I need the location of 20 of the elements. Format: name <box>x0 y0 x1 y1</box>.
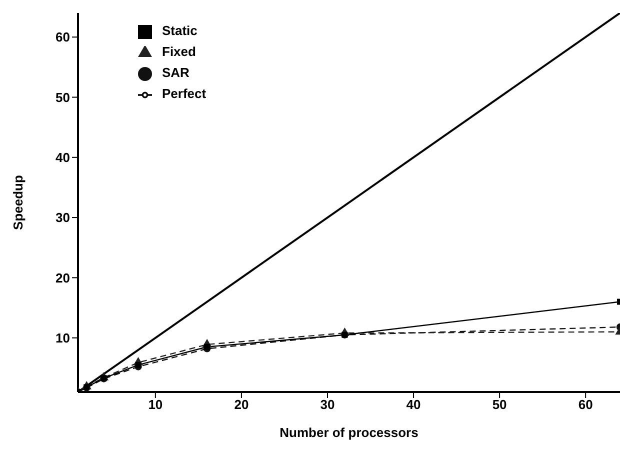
y-tick-label: 50 <box>56 90 70 105</box>
legend-label: SAR <box>162 65 190 80</box>
legend-label: Fixed <box>162 44 196 59</box>
y-tick-label: 10 <box>56 330 70 346</box>
x-tick-label: 40 <box>406 397 421 412</box>
x-tick-label: 50 <box>492 397 507 412</box>
legend-label: Static <box>162 23 198 38</box>
point <box>135 362 142 368</box>
y-tick-label: 30 <box>56 210 70 226</box>
y-axis-title: Speedup <box>10 175 26 230</box>
x-tick-label: 20 <box>234 397 249 412</box>
x-tick-label: 30 <box>320 397 335 412</box>
x-tick-label: 10 <box>148 397 163 412</box>
y-tick-label: 20 <box>56 270 70 286</box>
point <box>204 344 210 350</box>
x-tick-label: 60 <box>578 397 593 412</box>
x-axis-title: Number of processors <box>280 425 418 440</box>
y-tick-label: 60 <box>56 30 70 45</box>
legend-label: Perfect <box>162 86 206 101</box>
y-tick-label: 40 <box>56 150 70 165</box>
